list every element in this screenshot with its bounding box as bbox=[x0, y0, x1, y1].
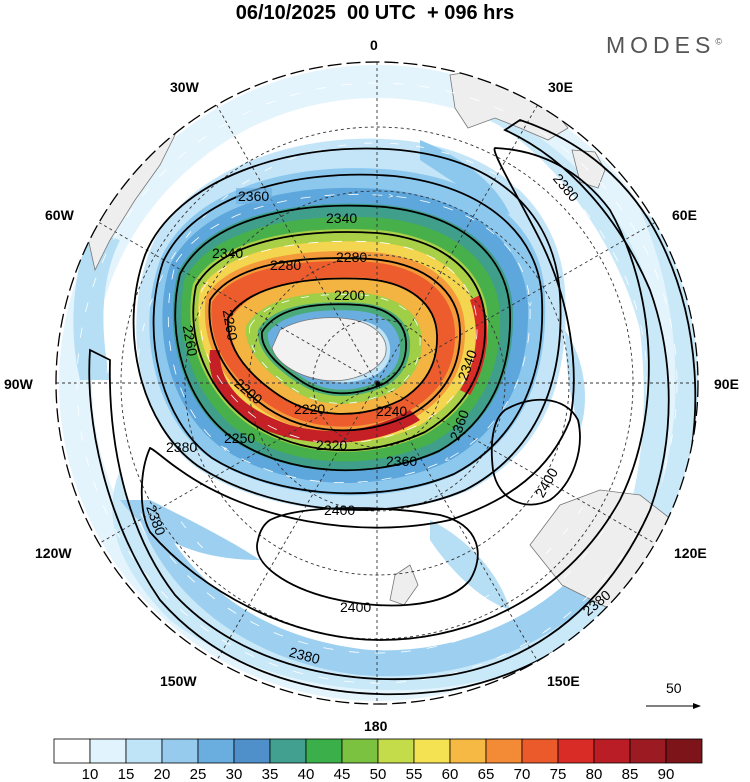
colorbar-swatch bbox=[377, 738, 415, 764]
colorbar-swatch bbox=[269, 738, 307, 764]
colorbar-tick-label: 45 bbox=[334, 766, 351, 782]
colorbar-swatch bbox=[449, 738, 487, 764]
map-title: 06/10/2025 00 UTC + 096 hrs bbox=[235, 2, 515, 24]
colorbar-tick-label: 80 bbox=[586, 766, 603, 782]
colorbar-tick-label: 70 bbox=[514, 766, 531, 782]
colorbar-tick-label: 85 bbox=[622, 766, 639, 782]
brand-mark: © bbox=[715, 36, 722, 47]
colorbar-swatch bbox=[629, 738, 667, 764]
contour-label: 2360 bbox=[238, 188, 269, 204]
lon-label-120w: 120W bbox=[35, 545, 72, 561]
colorbar-swatch bbox=[233, 738, 271, 764]
lon-label-90e: 90E bbox=[714, 376, 739, 392]
brand-logo: MODES© bbox=[606, 32, 722, 59]
colorbar-tick-label: 35 bbox=[262, 766, 279, 782]
colorbar-tick-label: 60 bbox=[442, 766, 459, 782]
lon-label-150e: 150E bbox=[547, 673, 580, 689]
vector-reference: 50 bbox=[646, 680, 701, 709]
colorbar-tick-label: 30 bbox=[226, 766, 243, 782]
vector-reference-label: 50 bbox=[666, 680, 682, 696]
colorbar-swatch bbox=[305, 738, 343, 764]
contour-label: 2250 bbox=[224, 430, 255, 446]
lon-label-90w: 90W bbox=[4, 376, 34, 392]
contour-label: 2340 bbox=[326, 210, 357, 226]
contour-label: 2220 bbox=[294, 401, 325, 417]
lon-label-30w: 30W bbox=[170, 79, 200, 95]
colorbar-tick-label: 50 bbox=[370, 766, 387, 782]
colorbar-tick-label: 25 bbox=[190, 766, 207, 782]
lon-label-0: 0 bbox=[370, 37, 378, 53]
map-disk: 2360 2340 2280 2280 2340 2200 2260 2260 … bbox=[56, 62, 698, 704]
lon-label-150w: 150W bbox=[160, 673, 197, 689]
colorbar-swatch bbox=[161, 738, 199, 764]
contour-label: 2340 bbox=[212, 245, 243, 261]
colorbar-tick-label: 90 bbox=[658, 766, 675, 782]
contour-label: 2360 bbox=[386, 453, 417, 469]
contour-label: 2280 bbox=[336, 249, 367, 265]
colorbar-swatch bbox=[125, 738, 163, 764]
colorbar-tick-label: 55 bbox=[406, 766, 423, 782]
colorbar-swatch bbox=[53, 738, 91, 764]
contour-label: 2400 bbox=[340, 599, 371, 615]
colorbar-tick-label: 20 bbox=[154, 766, 171, 782]
contour-label: 2380 bbox=[287, 644, 321, 668]
lon-label-60e: 60E bbox=[672, 207, 697, 223]
colorbar-swatch bbox=[197, 738, 235, 764]
contour-label: 2260 bbox=[180, 324, 201, 358]
colorbar-tick-label: 40 bbox=[298, 766, 315, 782]
colorbar-swatch bbox=[593, 738, 631, 764]
colorbar: 10 15 20 25 30 35 40 45 50 55 60 65 70 75 80 85 90 bbox=[53, 738, 703, 782]
colorbar-tick-label: 15 bbox=[118, 766, 135, 782]
contour-label: 2280 bbox=[270, 257, 301, 273]
colorbar-swatch bbox=[89, 738, 127, 764]
colorbar-swatch bbox=[485, 738, 523, 764]
lon-label-180: 180 bbox=[364, 718, 388, 734]
contour-label: 2240 bbox=[376, 403, 407, 419]
colorbar-swatch bbox=[341, 738, 379, 764]
contour-label: 2260 bbox=[220, 308, 241, 342]
map-border bbox=[55, 61, 699, 705]
brand-text: MODES bbox=[606, 32, 716, 58]
contour-label: 2200 bbox=[334, 287, 365, 303]
contour-label: 2380 bbox=[166, 439, 197, 455]
south-pole-marker bbox=[375, 381, 381, 387]
lon-label-30e: 30E bbox=[548, 79, 573, 95]
contour-label: 2320 bbox=[316, 437, 347, 453]
colorbar-swatch bbox=[665, 738, 703, 764]
colorbar-tick-label: 75 bbox=[550, 766, 567, 782]
height-contours bbox=[88, 119, 697, 695]
colorbar-tick-label: 65 bbox=[478, 766, 495, 782]
contour-label: 2400 bbox=[324, 502, 355, 518]
longitude-labels: 0 30E 60E 90E 120E 150E 180 150W 120W 90… bbox=[4, 37, 739, 734]
new-zealand-land bbox=[389, 564, 419, 606]
wind-streamlines bbox=[76, 82, 678, 684]
lon-label-120e: 120E bbox=[674, 545, 707, 561]
colorbar-tick-label: 10 bbox=[82, 766, 99, 782]
colorbar-swatch bbox=[557, 738, 595, 764]
colorbar-swatch bbox=[413, 738, 451, 764]
colorbar-swatch bbox=[521, 738, 559, 764]
lon-label-60w: 60W bbox=[45, 207, 75, 223]
